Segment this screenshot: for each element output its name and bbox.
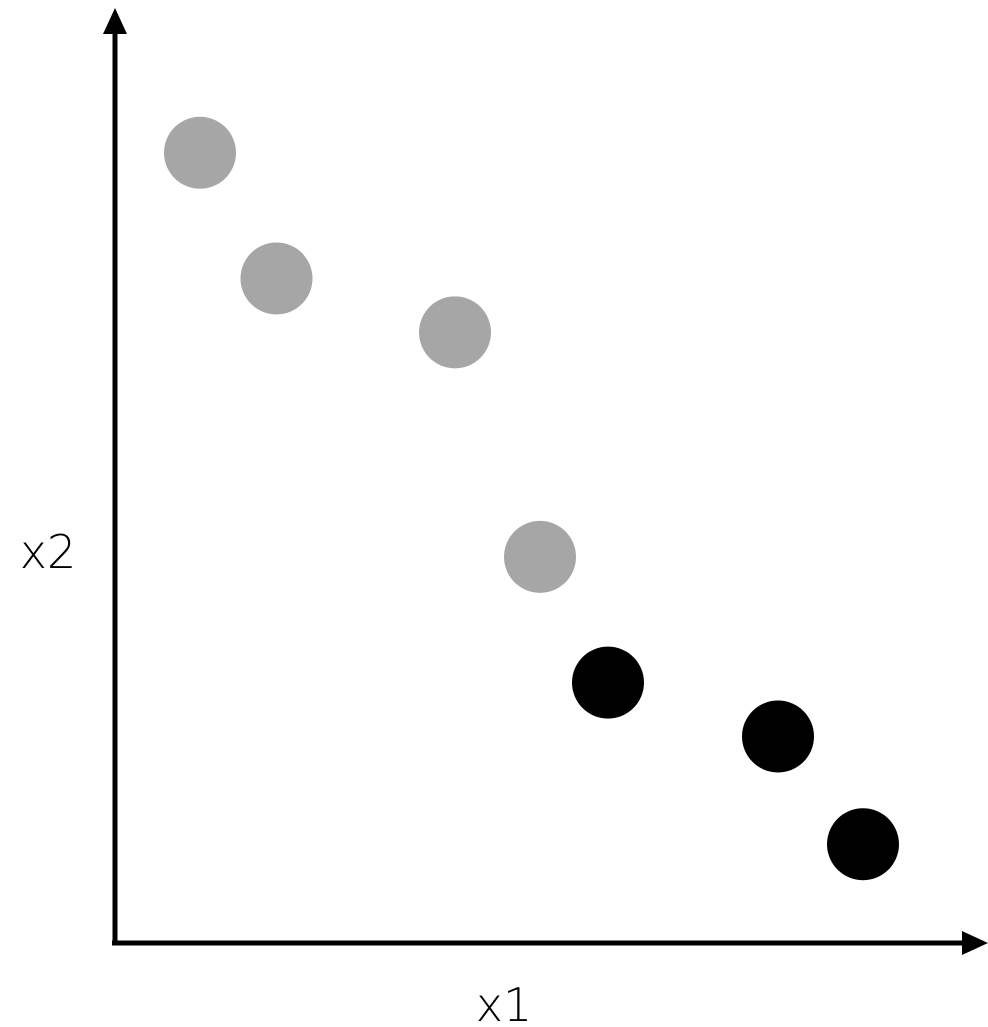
y-axis-arrow [103, 8, 127, 34]
scatter-point-series-1-4 [504, 520, 576, 593]
y-axis-label: x2 [20, 525, 77, 579]
scatter-point-series-2-1 [572, 646, 644, 719]
points-layer [164, 116, 899, 881]
scatter-point-series-2-2 [742, 700, 814, 773]
scatter-point-series-2-3 [827, 808, 899, 881]
scatter-point-series-1-1 [164, 116, 236, 189]
scatter-point-series-1-3 [419, 296, 491, 369]
x-axis-arrow [962, 931, 988, 955]
x-axis-label: x1 [476, 978, 533, 1027]
scatter-point-series-1-2 [240, 242, 313, 315]
